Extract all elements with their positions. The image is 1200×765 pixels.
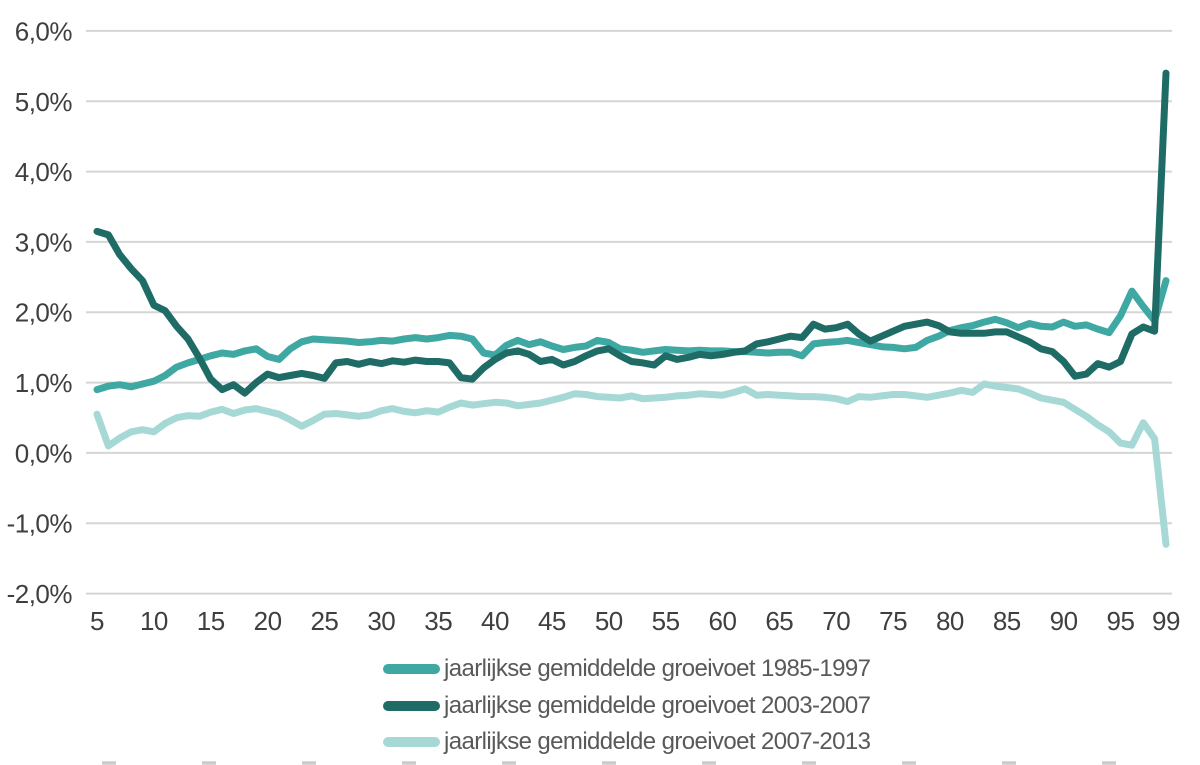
legend-label-1985-1997: jaarlijkse gemiddelde groeivoet 1985-199… [444,655,871,683]
x-axis-tick-label: 80 [936,606,964,636]
legend-line-marker-icon [383,737,440,748]
legend-item-2007-2013: jaarlijkse gemiddelde groeivoet 2007-201… [383,724,871,761]
y-axis-tick-label: 0,0% [15,438,73,468]
x-axis-tick-label: 40 [481,606,509,636]
y-axis-tick-label: -2,0% [7,579,73,609]
legend-label-2003-2007: jaarlijkse gemiddelde groeivoet 2003-200… [444,691,871,719]
legend-line-marker-icon [383,664,440,675]
x-axis-tick-label: 95 [1107,606,1135,636]
legend-item-2003-2007: jaarlijkse gemiddelde groeivoet 2003-200… [383,688,871,725]
x-axis-tick-label: 65 [765,606,793,636]
y-axis-tick-label: 6,0% [15,16,73,46]
legend-label-2007-2013: jaarlijkse gemiddelde groeivoet 2007-201… [444,728,871,756]
series-line-1 [93,69,1170,397]
x-axis-tick-label: 5 [90,606,104,636]
x-axis-tick-label: 99 [1152,606,1180,636]
x-axis-tick-label: 10 [140,606,168,636]
legend-item-1985-1997: jaarlijkse gemiddelde groeivoet 1985-199… [383,651,871,688]
series-line-0 [93,277,1170,394]
legend-line-marker-icon [383,700,440,711]
x-axis-tick-label: 85 [993,606,1021,636]
x-axis-tick-label: 50 [595,606,623,636]
y-axis-tick-label: 4,0% [15,157,73,187]
x-axis-tick-label: 30 [367,606,395,636]
series-line-2 [93,380,1170,548]
x-axis-tick-label: 20 [254,606,282,636]
x-axis-tick-label: 25 [310,606,338,636]
y-axis-tick-label: 3,0% [15,227,73,257]
x-axis-tick-label: 60 [709,606,737,636]
y-axis-tick-label: 1,0% [15,368,73,398]
x-axis-tick-label: 75 [879,606,907,636]
x-axis-tick-label: 45 [538,606,566,636]
x-axis-tick-label: 90 [1050,606,1078,636]
y-axis-tick-label: -1,0% [7,509,73,539]
chart-legend: jaarlijkse gemiddelde groeivoet 1985-199… [383,651,871,761]
x-axis-tick-label: 55 [652,606,680,636]
x-axis-tick-label: 15 [197,606,225,636]
y-axis-tick-label: 5,0% [15,87,73,117]
y-axis-tick-label: 2,0% [15,298,73,328]
x-axis-tick-label: 35 [424,606,452,636]
x-axis-tick-label: 70 [822,606,850,636]
